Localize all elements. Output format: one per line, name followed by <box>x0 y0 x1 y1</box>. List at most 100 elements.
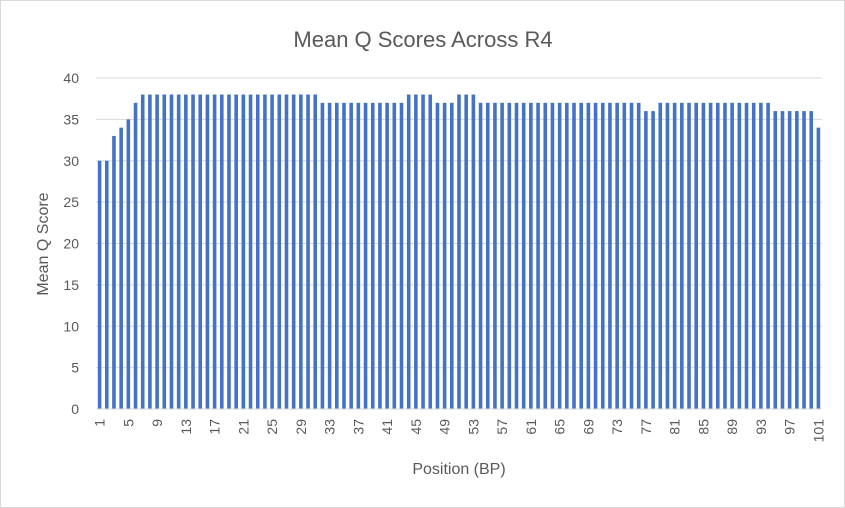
x-tick-label: 9 <box>149 419 165 427</box>
bar <box>378 102 382 409</box>
chart-title: Mean Q Scores Across R4 <box>293 27 552 52</box>
x-tick-label: 45 <box>408 419 424 435</box>
bar <box>536 102 540 409</box>
bar <box>133 102 138 409</box>
bar <box>493 102 497 409</box>
bar <box>169 94 174 410</box>
bar-series <box>97 94 821 410</box>
bar <box>600 102 605 409</box>
bar <box>766 102 770 409</box>
bar <box>608 102 612 409</box>
x-tick-label: 81 <box>667 419 683 435</box>
bar <box>313 94 318 410</box>
x-tick-label: 29 <box>293 419 309 435</box>
bar <box>148 94 152 410</box>
bar <box>586 102 591 409</box>
bar <box>176 94 181 410</box>
bar <box>550 102 555 409</box>
bar <box>780 111 785 409</box>
bar <box>529 102 533 409</box>
bar <box>284 94 289 410</box>
bar <box>701 102 706 409</box>
bar <box>291 94 296 410</box>
x-tick-label: 17 <box>207 419 223 435</box>
bar <box>363 102 368 409</box>
y-tick-label: 35 <box>63 111 79 127</box>
bar <box>97 160 102 409</box>
x-tick-label: 101 <box>810 419 826 443</box>
bar <box>457 94 461 410</box>
x-tick-label: 77 <box>638 419 654 435</box>
y-axis-label: Mean Q Score <box>35 192 52 295</box>
bar <box>205 94 210 410</box>
bar <box>140 94 145 410</box>
bar <box>349 102 353 409</box>
bar <box>306 94 310 410</box>
bar <box>478 102 483 409</box>
bar <box>421 94 425 410</box>
bar <box>198 94 203 410</box>
bar <box>773 111 778 409</box>
bar <box>277 94 282 410</box>
x-tick-label: 49 <box>437 419 453 435</box>
x-tick-label: 97 <box>782 419 798 435</box>
bar <box>802 111 806 409</box>
bar <box>385 102 389 409</box>
bar <box>370 102 375 409</box>
bar <box>723 102 727 409</box>
bar <box>737 102 742 409</box>
bar <box>651 111 655 409</box>
bar <box>507 102 512 409</box>
bar <box>435 102 440 409</box>
bar <box>119 127 123 410</box>
bar <box>759 102 763 409</box>
bar <box>500 102 504 409</box>
bar <box>514 102 519 409</box>
x-tick-label: 93 <box>753 419 769 435</box>
bar <box>234 94 238 410</box>
y-tick-label: 0 <box>71 401 79 417</box>
x-axis-ticks: 1 5 9 13 17 21 25 29 33 37 41 45 49 53 57 61 65 69 73 77 81 8… <box>92 419 827 443</box>
bar <box>795 111 799 409</box>
bar <box>816 127 821 410</box>
bar <box>521 102 526 409</box>
bar <box>255 94 260 410</box>
bar <box>270 94 274 410</box>
bar <box>442 102 447 409</box>
bar <box>248 94 253 410</box>
bar <box>112 135 116 409</box>
y-tick-label: 25 <box>63 194 79 210</box>
bar <box>572 102 576 409</box>
y-tick-label: 40 <box>63 70 79 86</box>
bar <box>392 102 397 409</box>
bar <box>665 102 670 409</box>
bar <box>464 94 468 410</box>
x-tick-label: 25 <box>264 419 280 435</box>
bar <box>565 102 569 409</box>
y-tick-label: 20 <box>63 236 79 252</box>
bar <box>184 94 188 410</box>
bar <box>450 102 454 409</box>
y-axis-ticks: 0 5 10 15 20 25 30 35 40 <box>63 70 79 417</box>
x-tick-label: 37 <box>350 419 366 435</box>
bar <box>787 111 792 409</box>
x-tick-label: 53 <box>465 419 481 435</box>
bar <box>485 102 490 409</box>
bar <box>543 102 548 409</box>
y-tick-label: 30 <box>63 153 79 169</box>
bar <box>299 94 303 410</box>
bar <box>644 111 648 409</box>
bar <box>320 102 325 409</box>
x-tick-label: 1 <box>92 419 108 427</box>
bar <box>730 102 734 409</box>
bar <box>126 119 131 410</box>
bar <box>680 102 684 409</box>
x-tick-label: 21 <box>235 419 251 435</box>
x-tick-label: 85 <box>695 419 711 435</box>
x-tick-label: 61 <box>523 419 539 435</box>
x-tick-label: 5 <box>120 419 136 427</box>
bar <box>694 102 698 409</box>
bar <box>658 102 663 409</box>
bar <box>579 102 583 409</box>
